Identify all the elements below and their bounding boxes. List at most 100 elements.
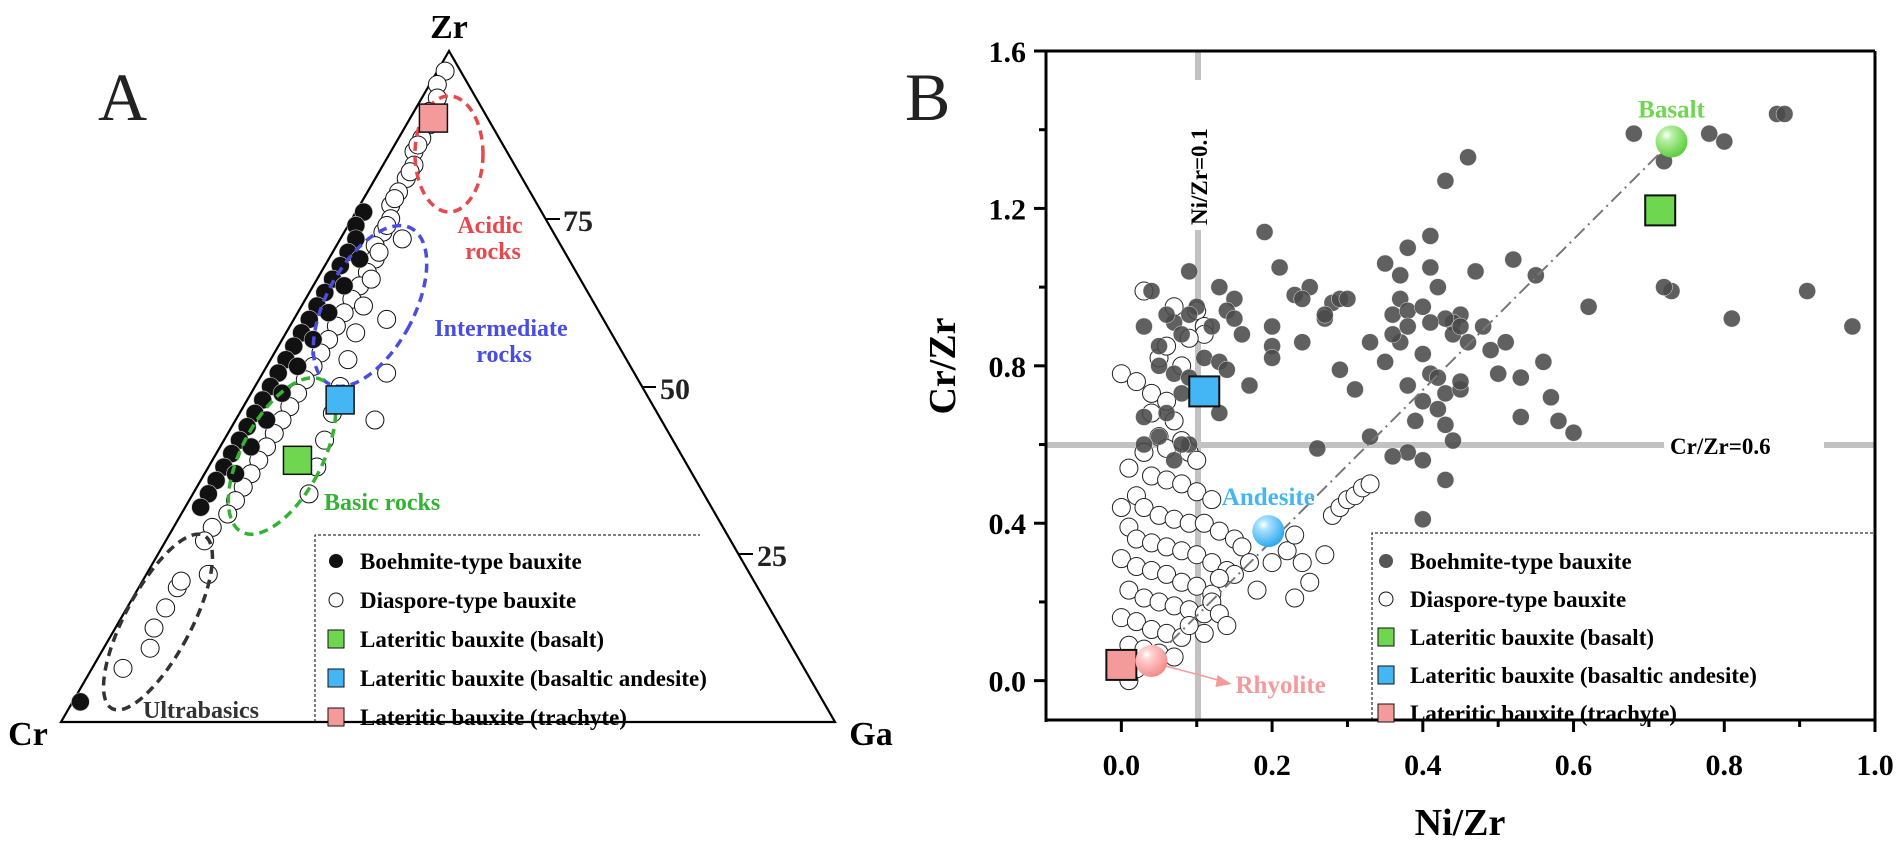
legend-label: Lateritic bauxite (trachyte) (1410, 701, 1677, 726)
boehmite-point (1172, 384, 1191, 403)
diaspore-point (1360, 474, 1380, 494)
reference-rock-basalt (1655, 125, 1688, 158)
reference-rock-label: Andesite (1222, 484, 1315, 511)
boehmite-point (1316, 305, 1334, 324)
diaspore-point (1209, 568, 1229, 588)
region-label-line: rocks (476, 342, 532, 368)
diaspore-point (377, 309, 397, 329)
legend-marker-square (327, 668, 345, 688)
reference-rock-label: Rhyolite (1236, 672, 1326, 699)
boehmite-point (1293, 333, 1311, 351)
ternary-tick-50: 50 (642, 373, 690, 406)
boehmite-point (1466, 262, 1485, 281)
trend-line (1150, 140, 1673, 662)
boehmite-point (1436, 471, 1455, 489)
boehmite-point (1376, 353, 1394, 371)
boehmite-point (1293, 290, 1311, 308)
diaspore-point (1247, 580, 1267, 600)
diaspore-point (361, 269, 381, 289)
boehmite-point (1331, 361, 1349, 379)
region-label-intermediate: Intermediate rocks (434, 316, 573, 368)
region-label-basic: Basic rocks (324, 490, 440, 516)
lateritic-point (418, 103, 449, 133)
boehmite-point (1240, 376, 1259, 395)
lateritic-point (1644, 194, 1677, 227)
diaspore-point (408, 135, 428, 155)
diaspore-point (156, 598, 176, 618)
ternary-triangle (59, 48, 837, 724)
region-label-acidic: Acidic rocks (457, 213, 528, 265)
intermediate-rocks-field (311, 223, 429, 389)
boehmite-point (1233, 325, 1251, 344)
boehmite-point (1459, 148, 1477, 167)
boehmite-point (1383, 325, 1402, 344)
boehmite-point (1655, 278, 1673, 296)
ultrabasics-field (101, 532, 215, 712)
diaspore-point (1126, 372, 1146, 392)
boehmite-point (1150, 337, 1168, 355)
boehmite-point (1180, 305, 1198, 324)
boehmite-point (1549, 412, 1568, 430)
diaspore-point (1202, 490, 1222, 510)
diaspore-point (1111, 549, 1131, 569)
legend-a-frame (314, 534, 700, 722)
vertex-label-ga: Ga (849, 716, 892, 753)
legend-a-item: Lateritic bauxite (trachyte) (327, 705, 627, 730)
boehmite-point (1429, 400, 1447, 418)
diaspore-point (346, 323, 366, 343)
boehmite-point (1414, 298, 1432, 316)
boehmite-point (226, 464, 245, 484)
boehmite-point (1210, 278, 1229, 296)
diaspore-point (1262, 553, 1282, 573)
boehmite-point (1436, 416, 1455, 434)
legend-b-item: Lateritic bauxite (basalt) (1377, 625, 1654, 650)
legend-marker-square (327, 707, 345, 727)
boehmite-point (1414, 392, 1432, 410)
boehmite-point (1481, 341, 1500, 359)
ternary-tick-25: 25 (739, 540, 787, 573)
vertex-label-cr: Cr (8, 716, 48, 753)
boehmite-point (1436, 172, 1455, 190)
diaspore-point (377, 363, 397, 383)
legend-a-item: Diaspore-type bauxite (328, 588, 576, 613)
diaspore-point (1285, 525, 1305, 545)
region-label-line: Intermediate (434, 316, 568, 342)
legend-a-item: Lateritic bauxite (basalt) (327, 627, 604, 652)
boehmite-point (1398, 239, 1417, 257)
boehmite-point (1798, 282, 1816, 300)
legend-label: Diaspore-type bauxite (1410, 587, 1626, 612)
legend-label: Boehmite-type bauxite (360, 549, 582, 574)
diaspore-point (1119, 580, 1139, 600)
boehmite-point (1512, 408, 1530, 426)
boehmite-point (1579, 298, 1598, 316)
boehmite-point (1391, 266, 1409, 285)
rhyolite-arrow-head (1215, 674, 1232, 687)
boehmite-point (241, 437, 261, 457)
diaspore-point (299, 484, 319, 504)
diaspore-point (1277, 541, 1297, 561)
legend-b-item: Lateritic bauxite (trachyte) (1377, 701, 1677, 726)
boehmite-point (1459, 333, 1477, 351)
boehmite-point (288, 357, 307, 376)
diaspore-point (1194, 623, 1214, 643)
diaspore-point (369, 242, 389, 262)
diaspore-point (1126, 612, 1146, 632)
legend-marker-square (1377, 665, 1395, 685)
x-tick-label: 1.0 (1856, 749, 1894, 782)
boehmite-point (1451, 317, 1470, 336)
diaspore-point (171, 571, 191, 591)
boehmite-point (1165, 451, 1183, 470)
legend-b-item: Boehmite-type bauxite (1379, 549, 1632, 574)
boehmite-point (1338, 290, 1357, 308)
panel-a-label: A (98, 59, 147, 135)
lateritic-point (325, 385, 355, 415)
legend-b-frame (1371, 532, 1875, 720)
diaspore-point (1111, 364, 1131, 384)
boehmite-point (1474, 317, 1492, 336)
legend-b-item: Diaspore-type bauxite (1378, 587, 1626, 612)
vertex-label-zr: Zr (430, 9, 468, 46)
diaspore-point (1202, 553, 1222, 573)
x-tick-label: 0.6 (1555, 749, 1593, 782)
region-label-line: Acidic (457, 213, 523, 239)
boehmite-point (1444, 431, 1462, 450)
